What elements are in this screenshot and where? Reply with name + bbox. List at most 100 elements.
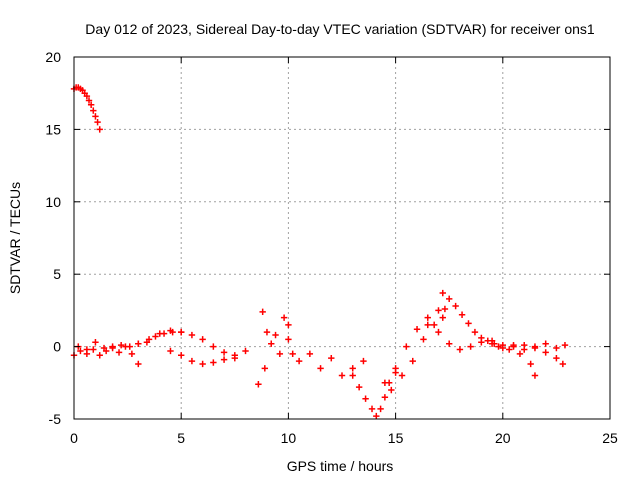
data-point <box>381 394 389 401</box>
series-group <box>255 308 296 388</box>
data-point <box>83 346 91 353</box>
data-point <box>446 295 453 303</box>
data-point <box>488 340 496 347</box>
x-axis-label: GPS time / hours <box>287 458 394 474</box>
y-tick-label: 5 <box>53 266 61 282</box>
data-point <box>135 340 142 347</box>
series-group <box>349 369 399 420</box>
data-point <box>92 113 99 120</box>
series-group <box>424 321 496 353</box>
data-point <box>328 354 335 362</box>
data-point <box>465 320 472 327</box>
data-point <box>553 344 560 352</box>
data-points <box>70 84 569 420</box>
y-tick-label: -5 <box>49 411 62 427</box>
data-point <box>285 336 292 343</box>
data-point <box>349 372 356 379</box>
data-point <box>542 349 549 356</box>
series-group <box>135 327 249 359</box>
data-point <box>439 314 446 321</box>
data-point <box>188 357 196 365</box>
data-point <box>94 118 101 126</box>
data-point <box>90 107 97 114</box>
data-point <box>398 372 406 379</box>
data-point <box>467 343 474 350</box>
data-point <box>231 354 238 362</box>
data-point <box>561 341 569 349</box>
data-point <box>506 346 513 353</box>
data-point <box>553 354 560 362</box>
data-point <box>276 350 284 358</box>
data-point <box>83 92 91 100</box>
data-point <box>439 289 446 297</box>
data-point <box>381 379 389 386</box>
data-point <box>388 386 395 394</box>
x-tick-label: 10 <box>281 430 297 446</box>
data-point <box>115 349 123 356</box>
x-tick-label: 15 <box>388 430 404 446</box>
y-tick-label: 20 <box>45 49 61 65</box>
data-point <box>446 340 453 347</box>
data-point <box>156 330 163 337</box>
series-group <box>70 84 103 133</box>
data-point <box>441 305 449 313</box>
series-group <box>167 347 238 368</box>
data-point <box>373 412 380 420</box>
data-point <box>458 311 466 318</box>
data-point <box>272 331 279 339</box>
data-point <box>126 343 133 350</box>
data-point <box>199 336 206 343</box>
data-point <box>135 360 142 368</box>
data-point <box>531 344 539 352</box>
plot-frame <box>73 56 611 420</box>
data-point <box>255 381 262 388</box>
data-point <box>280 314 288 321</box>
data-point <box>338 372 346 379</box>
axis-ticks: 0 5 10 15 20 25 -5 0 5 10 15 20 <box>45 49 618 446</box>
data-point <box>471 328 479 336</box>
series-group <box>439 289 498 347</box>
data-point <box>435 328 442 336</box>
y-tick-label: 15 <box>45 121 61 137</box>
data-point <box>117 341 125 349</box>
y-tick-label: 10 <box>45 194 61 210</box>
data-point <box>368 405 376 413</box>
data-point <box>90 346 97 353</box>
data-point <box>128 350 136 358</box>
x-tick-label: 20 <box>495 430 511 446</box>
data-point <box>145 336 153 343</box>
data-point <box>77 347 84 355</box>
data-point <box>430 321 438 329</box>
x-tick-label: 0 <box>70 430 78 446</box>
data-point <box>152 333 159 340</box>
data-point <box>456 346 464 353</box>
data-point <box>435 307 442 314</box>
data-point <box>403 343 410 350</box>
data-point <box>317 365 324 372</box>
grid-lines <box>74 57 610 419</box>
data-point <box>242 347 249 355</box>
data-point <box>362 395 369 402</box>
data-point <box>261 365 269 372</box>
data-point <box>349 365 356 372</box>
data-point <box>210 343 217 350</box>
series-group <box>381 305 449 386</box>
data-point <box>220 356 228 363</box>
chart-title: Day 012 of 2023, Sidereal Day-to-day VTE… <box>85 21 595 37</box>
data-point <box>452 302 459 310</box>
data-point <box>521 341 528 349</box>
data-point <box>96 352 103 359</box>
data-point <box>178 352 185 359</box>
data-point <box>420 336 427 343</box>
data-point <box>360 357 367 365</box>
data-point <box>87 101 95 108</box>
data-point <box>424 321 431 329</box>
data-point <box>167 327 174 334</box>
data-point <box>268 340 275 347</box>
data-point <box>306 350 314 358</box>
series-group <box>285 336 367 379</box>
data-point <box>542 340 549 347</box>
x-tick-label: 25 <box>602 430 618 446</box>
series-group <box>495 343 539 379</box>
